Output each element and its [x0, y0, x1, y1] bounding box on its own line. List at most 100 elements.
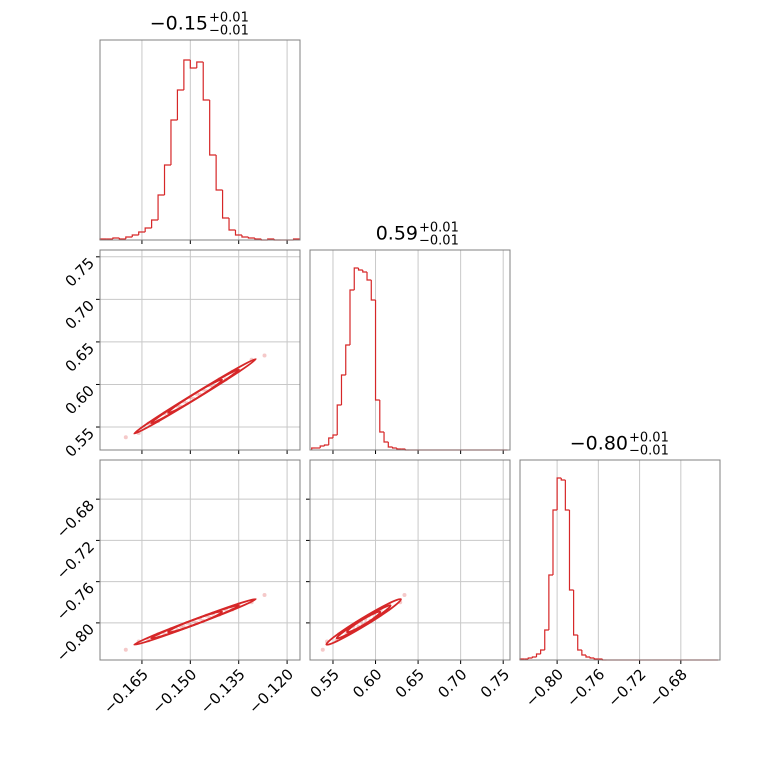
histogram-bin — [138, 231, 146, 235]
histogram-bin — [151, 219, 159, 228]
density-contour — [346, 610, 382, 634]
histogram-bin — [323, 444, 329, 446]
histogram-bin — [349, 289, 355, 345]
histogram-bin — [366, 272, 372, 281]
histogram-bin — [247, 237, 255, 239]
histogram-bin — [163, 164, 171, 195]
sample-point — [320, 647, 325, 652]
panel-frame — [309, 249, 511, 451]
histogram-bin — [573, 590, 578, 636]
histogram-bin — [144, 227, 152, 232]
histogram-bin — [125, 236, 133, 239]
density-contour — [133, 598, 257, 646]
histogram-bin — [241, 235, 249, 238]
x-tick-label: −0.72 — [604, 665, 649, 710]
x-tick-label: −0.150 — [148, 665, 200, 717]
y-tick-label: 0.75 — [62, 254, 98, 290]
x-tick-label: 0.55 — [307, 665, 343, 701]
title-lower-error: −0.01 — [419, 234, 459, 249]
x-tick-label: 0.70 — [434, 665, 470, 701]
y-tick-label: 0.55 — [62, 424, 98, 460]
histogram-bin — [362, 270, 368, 273]
histogram-bin — [176, 89, 184, 120]
x-tick-label: 0.65 — [392, 665, 428, 701]
x-tick-label: 0.75 — [477, 665, 513, 701]
histogram-bin — [564, 480, 570, 511]
x-tick-label: 0.60 — [349, 665, 385, 701]
histogram-bin — [589, 657, 595, 659]
density-contour — [335, 604, 392, 640]
x-tick-label: −0.135 — [197, 665, 249, 717]
histogram-bin — [234, 230, 242, 236]
histogram-bin — [552, 509, 558, 575]
histogram-bin — [131, 234, 139, 237]
y-tick-label: 0.70 — [62, 297, 98, 333]
panel-frame — [519, 459, 721, 661]
histogram-bin — [577, 635, 582, 651]
x-tick-label: −0.165 — [100, 665, 152, 717]
sample-point — [262, 593, 267, 598]
density-contour — [325, 598, 402, 646]
histogram-bin — [118, 238, 126, 240]
histogram-bin — [228, 218, 236, 231]
histogram-bin — [202, 62, 210, 101]
histogram-bin — [374, 300, 380, 401]
y-tick-label: −0.80 — [53, 620, 98, 665]
sample-point — [262, 353, 267, 358]
histogram-bin — [353, 267, 359, 290]
histogram-bin — [556, 477, 562, 510]
histogram-bin — [535, 653, 541, 657]
histogram-bin — [540, 649, 545, 654]
panel-frame — [99, 459, 301, 661]
histogram-bin — [548, 574, 553, 630]
x-tick-label: −0.76 — [563, 665, 608, 710]
histogram-bin — [170, 119, 178, 165]
x-tick-label: −0.68 — [646, 665, 691, 710]
histogram-bin — [215, 155, 223, 191]
histogram-bin — [568, 510, 574, 591]
histogram-bin — [544, 629, 549, 650]
sample-point — [402, 593, 407, 598]
panel-title: 0.59 — [376, 223, 418, 245]
histogram-bin — [396, 448, 402, 450]
histogram-bin — [328, 437, 333, 445]
title-lower-error: −0.01 — [629, 444, 669, 459]
title-upper-error: +0.01 — [419, 221, 459, 236]
histogram-bin — [183, 59, 191, 90]
histogram-bin — [531, 656, 537, 658]
histogram-bin — [196, 61, 204, 68]
y-tick-label: 0.65 — [62, 339, 98, 375]
panel-frame — [309, 459, 511, 661]
histogram-bin — [383, 432, 389, 443]
y-tick-label: 0.60 — [62, 382, 98, 418]
histogram-bin — [254, 238, 262, 240]
histogram-bin — [157, 194, 165, 220]
title-upper-error: +0.01 — [209, 11, 249, 26]
y-tick-label: −0.68 — [53, 496, 98, 541]
panel-title: −0.80 — [570, 433, 628, 455]
histogram-bin — [336, 404, 342, 435]
histogram-bin — [345, 344, 350, 375]
density-contour — [167, 378, 223, 414]
histogram-bin — [391, 447, 397, 449]
histogram-bin — [340, 374, 346, 405]
histogram-bin — [209, 100, 217, 156]
x-tick-label: −0.120 — [245, 665, 297, 717]
histogram-bin — [221, 190, 230, 219]
panel-frame — [99, 39, 301, 241]
histogram-bin — [357, 268, 363, 271]
title-upper-error: +0.01 — [629, 431, 669, 446]
histogram-bin — [189, 60, 197, 69]
histogram-bin — [527, 657, 533, 659]
histogram-bin — [560, 478, 566, 481]
histogram-bin — [581, 650, 586, 656]
histogram-bin — [311, 447, 316, 450]
panel-title: −0.15 — [150, 13, 208, 35]
y-tick-label: −0.76 — [53, 579, 98, 624]
histogram-bin — [319, 445, 325, 448]
sample-point — [123, 647, 128, 652]
panel-frame — [99, 249, 301, 451]
histogram-bin — [387, 442, 393, 448]
density-contour — [133, 358, 257, 435]
x-tick-label: −0.80 — [522, 665, 567, 710]
